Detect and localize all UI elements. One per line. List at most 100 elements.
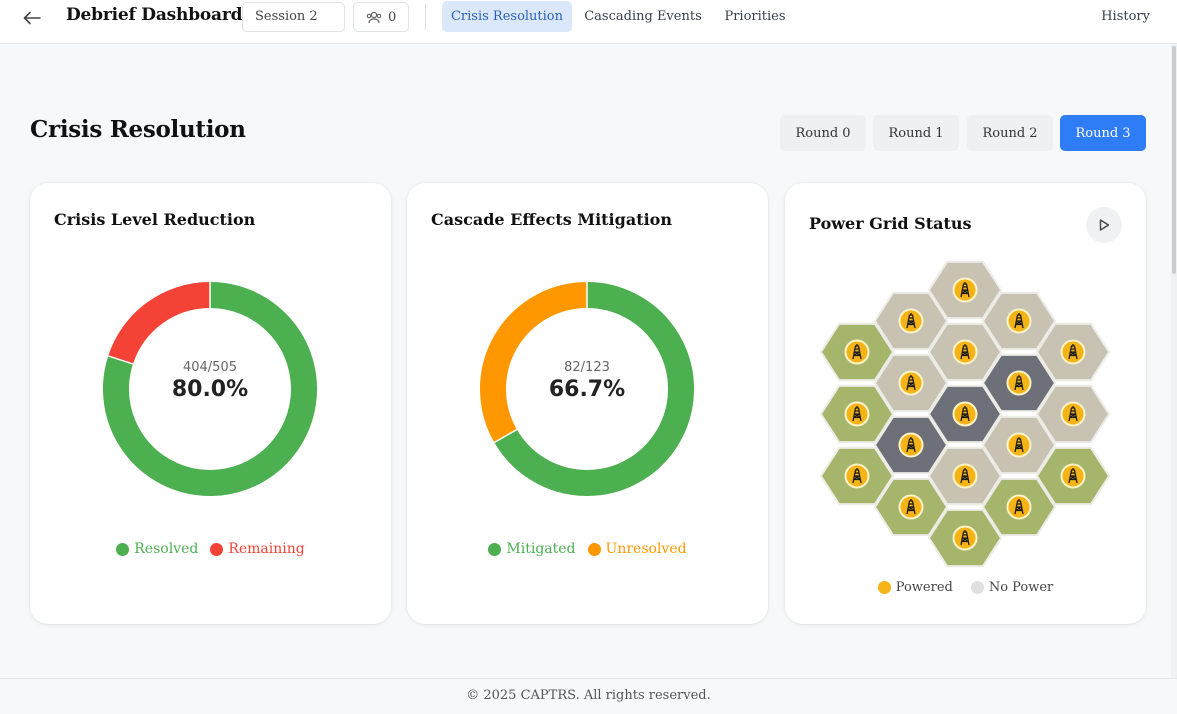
scrollbar-thumb[interactable] [1172, 46, 1176, 274]
grid-legend: Powered No Power [785, 580, 1146, 595]
donut-center: 82/123 66.7% [480, 282, 694, 496]
legend-item-powered: Powered [877, 580, 953, 595]
card-title: Power Grid Status [809, 214, 972, 233]
power-tower-icon [852, 468, 862, 484]
play-button[interactable] [1086, 207, 1122, 243]
grid-tile[interactable] [1035, 446, 1111, 506]
history-link[interactable]: History [1101, 9, 1150, 24]
slice-separator [493, 428, 518, 444]
users-count: 0 [388, 9, 397, 25]
donut-fraction: 82/123 [564, 360, 610, 375]
power-tower-icon [960, 530, 970, 546]
arrow-left-icon [23, 11, 41, 25]
grid-tile[interactable] [873, 353, 949, 413]
grid-tile[interactable] [981, 353, 1057, 413]
legend-item-no-power: No Power [970, 580, 1054, 595]
legend-dot [116, 542, 130, 556]
round-3-button[interactable]: Round 3 [1060, 115, 1146, 151]
power-tower-icon [852, 406, 862, 422]
power-tower-icon [1068, 406, 1078, 422]
donut-center: 404/505 80.0% [103, 282, 317, 496]
legend-dot [210, 542, 224, 556]
legend-item-mitigated: Mitigated [488, 541, 576, 557]
grid-tile[interactable] [1035, 384, 1111, 444]
legend-item-unresolved: Unresolved [587, 541, 687, 557]
donut-percent: 66.7% [548, 377, 626, 402]
power-tower-icon [1014, 313, 1024, 329]
power-tower-icon [960, 406, 970, 422]
power-grid-map [819, 260, 1111, 568]
grid-tile[interactable] [873, 415, 949, 475]
tab-crisis-resolution[interactable]: Crisis Resolution [442, 1, 572, 32]
donut-slice-remaining [108, 282, 211, 365]
power-tower-icon [906, 313, 916, 329]
power-tower-icon [1068, 468, 1078, 484]
play-icon [1099, 219, 1110, 231]
donut-slice-unresolved [480, 282, 588, 443]
power-tower-icon [960, 282, 970, 298]
power-tower-icon [960, 344, 970, 360]
slice-separator [108, 355, 134, 365]
round-1-button[interactable]: Round 1 [873, 115, 959, 151]
power-tower-icon [906, 437, 916, 453]
divider [425, 4, 426, 30]
donut-percent: 80.0% [171, 377, 249, 402]
power-tower-icon [1014, 437, 1024, 453]
legend-label: Remaining [228, 541, 305, 557]
legend-dot [970, 581, 984, 594]
legend-dot [587, 542, 601, 556]
grid-tile[interactable] [927, 260, 1003, 320]
grid-tile[interactable] [819, 446, 895, 506]
grid-tile[interactable] [981, 291, 1057, 351]
card-title: Cascade Effects Mitigation [431, 210, 672, 229]
power-tower-icon [1068, 344, 1078, 360]
grid-tile[interactable] [927, 384, 1003, 444]
grid-tile[interactable] [1035, 322, 1111, 382]
back-button[interactable] [16, 4, 48, 32]
power-grid-card: Power Grid Status Powered No Power [785, 183, 1146, 624]
power-tower-icon [906, 375, 916, 391]
users-icon [366, 11, 382, 23]
grid-tile[interactable] [873, 291, 949, 351]
tab-cascading-events[interactable]: Cascading Events [584, 9, 702, 24]
grid-tile[interactable] [927, 508, 1003, 568]
grid-tile[interactable] [981, 477, 1057, 537]
power-tower-icon [906, 499, 916, 515]
chart-legend: Mitigated Unresolved [407, 541, 768, 557]
cascade-donut-chart [480, 282, 694, 496]
grid-tile[interactable] [927, 322, 1003, 382]
page-title: Crisis Resolution [30, 116, 246, 143]
round-0-button[interactable]: Round 0 [780, 115, 866, 151]
crisis-level-card: Crisis Level Reduction 404/505 80.0% Res… [30, 183, 391, 624]
footer: © 2025 CAPTRS. All rights reserved. [0, 678, 1177, 714]
donut-fraction: 404/505 [182, 360, 237, 375]
legend-item-remaining: Remaining [210, 541, 305, 557]
card-title: Crisis Level Reduction [54, 210, 256, 229]
grid-tile[interactable] [819, 322, 895, 382]
legend-dot [877, 581, 891, 594]
legend-label: Unresolved [605, 541, 687, 557]
scrollbar-track [1171, 44, 1177, 678]
crisis-donut-chart [103, 282, 317, 496]
donut-slice-resolved [103, 282, 317, 496]
power-tower-icon [852, 344, 862, 360]
legend-label: Powered [895, 580, 953, 595]
grid-tile[interactable] [873, 477, 949, 537]
grid-tile[interactable] [927, 446, 1003, 506]
grid-tile[interactable] [819, 384, 895, 444]
round-2-button[interactable]: Round 2 [967, 115, 1053, 151]
chart-legend: Resolved Remaining [30, 541, 391, 557]
legend-label: Mitigated [506, 541, 576, 557]
legend-label: No Power [988, 580, 1054, 595]
grid-tile[interactable] [981, 415, 1057, 475]
app-title: Debrief Dashboard [66, 5, 243, 25]
donut-slice-mitigated [494, 282, 694, 496]
session-selector[interactable]: Session 2 [242, 2, 345, 32]
power-tower-icon [960, 468, 970, 484]
top-bar: Debrief Dashboard Session 2 0 Crisis Res… [0, 0, 1177, 44]
cascade-mitigation-card: Cascade Effects Mitigation 82/123 66.7% … [407, 183, 768, 624]
tab-priorities[interactable]: Priorities [724, 9, 786, 24]
power-tower-icon [1014, 375, 1024, 391]
users-button[interactable]: 0 [353, 2, 409, 32]
footer-text: © 2025 CAPTRS. All rights reserved. [466, 688, 711, 703]
